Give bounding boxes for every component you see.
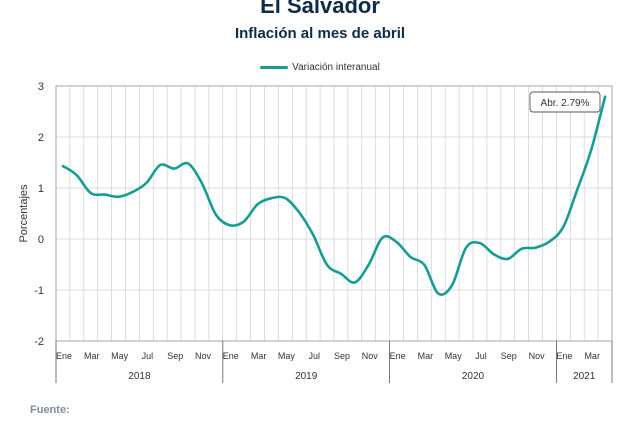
y-tick-label: 1 xyxy=(38,183,44,195)
data-point xyxy=(604,96,606,98)
data-point xyxy=(576,188,578,190)
x-tick-label: Jul xyxy=(308,351,320,361)
data-point xyxy=(562,226,564,228)
y-axis-label: Porcentajes xyxy=(18,184,30,243)
data-point xyxy=(451,284,453,286)
year-label: 2018 xyxy=(128,371,151,382)
data-point xyxy=(493,253,495,255)
year-label: 2021 xyxy=(573,371,596,382)
x-tick-label: Mar xyxy=(418,351,434,361)
data-point xyxy=(326,264,328,266)
x-tick-label: Sep xyxy=(167,351,183,361)
data-point xyxy=(340,273,342,275)
data-point xyxy=(298,211,300,213)
series-line-variacion-interanual xyxy=(61,95,607,296)
data-point xyxy=(62,165,64,167)
x-tick-label: Mar xyxy=(84,351,100,361)
data-point xyxy=(368,263,370,265)
data-point xyxy=(215,213,217,215)
y-tick-label: 3 xyxy=(38,81,44,93)
x-tick-label: Ene xyxy=(56,351,72,361)
data-point xyxy=(145,182,147,184)
data-point xyxy=(409,256,411,258)
source-label: Fuente: xyxy=(30,404,70,416)
x-tick-label: May xyxy=(445,351,463,361)
legend-label: Variación interanual xyxy=(292,62,380,73)
y-tick-label: 0 xyxy=(38,234,44,246)
data-point xyxy=(395,241,397,243)
plot-frame xyxy=(55,85,613,342)
x-tick-label: Sep xyxy=(501,351,517,361)
x-tick-label: Ene xyxy=(556,351,572,361)
data-point xyxy=(159,164,161,166)
x-tick-label: Jul xyxy=(142,351,154,361)
chart-legend: Variación interanual xyxy=(0,62,640,73)
data-point xyxy=(312,234,314,236)
data-point xyxy=(131,191,133,193)
data-point xyxy=(243,221,245,223)
x-tick-label: Nov xyxy=(362,351,379,361)
chart-subtitle: Inflación al mes de abril xyxy=(234,25,406,42)
data-point xyxy=(229,224,231,226)
data-point xyxy=(201,182,203,184)
data-point xyxy=(534,247,536,249)
data-point xyxy=(187,162,189,164)
data-point xyxy=(104,193,106,195)
data-point xyxy=(117,196,119,198)
x-tick-label: Mar xyxy=(251,351,267,361)
data-point xyxy=(590,149,592,151)
x-tick-label: Nov xyxy=(529,351,546,361)
legend-swatch xyxy=(260,66,289,69)
x-tick-label: May xyxy=(278,351,296,361)
x-tick-label: Mar xyxy=(584,351,600,361)
annotation-box xyxy=(529,91,601,113)
data-point xyxy=(437,292,439,294)
data-point xyxy=(90,192,92,194)
data-point xyxy=(284,197,286,199)
y-tick-label: -1 xyxy=(34,285,44,297)
data-point xyxy=(479,242,481,244)
data-point xyxy=(423,264,425,266)
y-tick-label: 2 xyxy=(38,132,44,144)
data-point xyxy=(507,258,509,260)
chart-title: El Salvador xyxy=(260,0,380,18)
x-tick-label: Ene xyxy=(223,351,239,361)
x-tick-label: May xyxy=(111,351,129,361)
data-point xyxy=(548,240,550,242)
annotation-label: Abr. 2.79% xyxy=(541,98,590,109)
data-point xyxy=(256,203,258,205)
data-point xyxy=(270,197,272,199)
data-point xyxy=(382,236,384,238)
y-tick-label: -2 xyxy=(34,336,44,348)
year-label: 2019 xyxy=(295,371,318,382)
x-tick-label: Ene xyxy=(390,351,406,361)
x-tick-label: Nov xyxy=(195,351,212,361)
x-tick-label: Jul xyxy=(475,351,487,361)
data-point xyxy=(76,174,78,176)
year-label: 2020 xyxy=(462,371,485,382)
data-point xyxy=(465,247,467,249)
data-point xyxy=(354,281,356,283)
data-point xyxy=(521,248,523,250)
x-tick-label: Sep xyxy=(334,351,350,361)
data-point xyxy=(173,167,175,169)
